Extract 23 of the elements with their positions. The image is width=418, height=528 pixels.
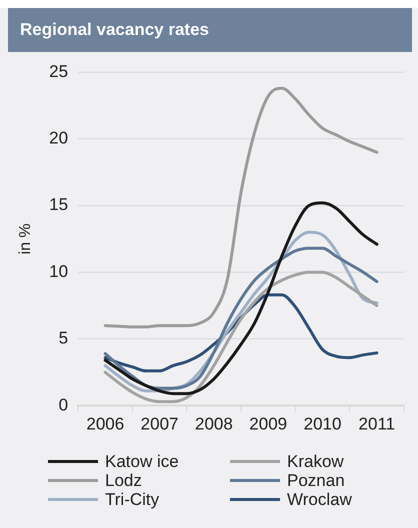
legend-label: Katow ice <box>105 452 179 471</box>
x-tick-label: 2011 <box>358 414 396 434</box>
y-tick-label: 0 <box>58 395 68 414</box>
x-tick-label: 2010 <box>304 414 342 434</box>
y-tick-label: 5 <box>58 328 68 348</box>
legend-label: Tri-City <box>105 490 160 509</box>
y-tick-label: 10 <box>49 262 68 281</box>
y-tick-label: 25 <box>49 62 68 81</box>
legend-label: Krakow <box>287 452 344 471</box>
x-tick-label: 2009 <box>249 414 288 434</box>
line-series <box>104 201 378 396</box>
line-series <box>104 270 378 404</box>
x-tick-label: 2006 <box>86 414 124 434</box>
legend-label: Poznan <box>287 471 345 490</box>
legend-label: Wroclaw <box>287 490 352 509</box>
line-series <box>104 86 378 328</box>
y-tick-label: 15 <box>49 195 68 214</box>
chart-title: Regional vacancy rates <box>8 8 412 52</box>
y-axis-title: in % <box>17 223 34 254</box>
x-tick-label: 2008 <box>194 414 233 434</box>
legend-label: Lodz <box>105 471 142 490</box>
y-tick-label: 20 <box>49 128 68 148</box>
x-tick-label: 2007 <box>140 414 178 434</box>
